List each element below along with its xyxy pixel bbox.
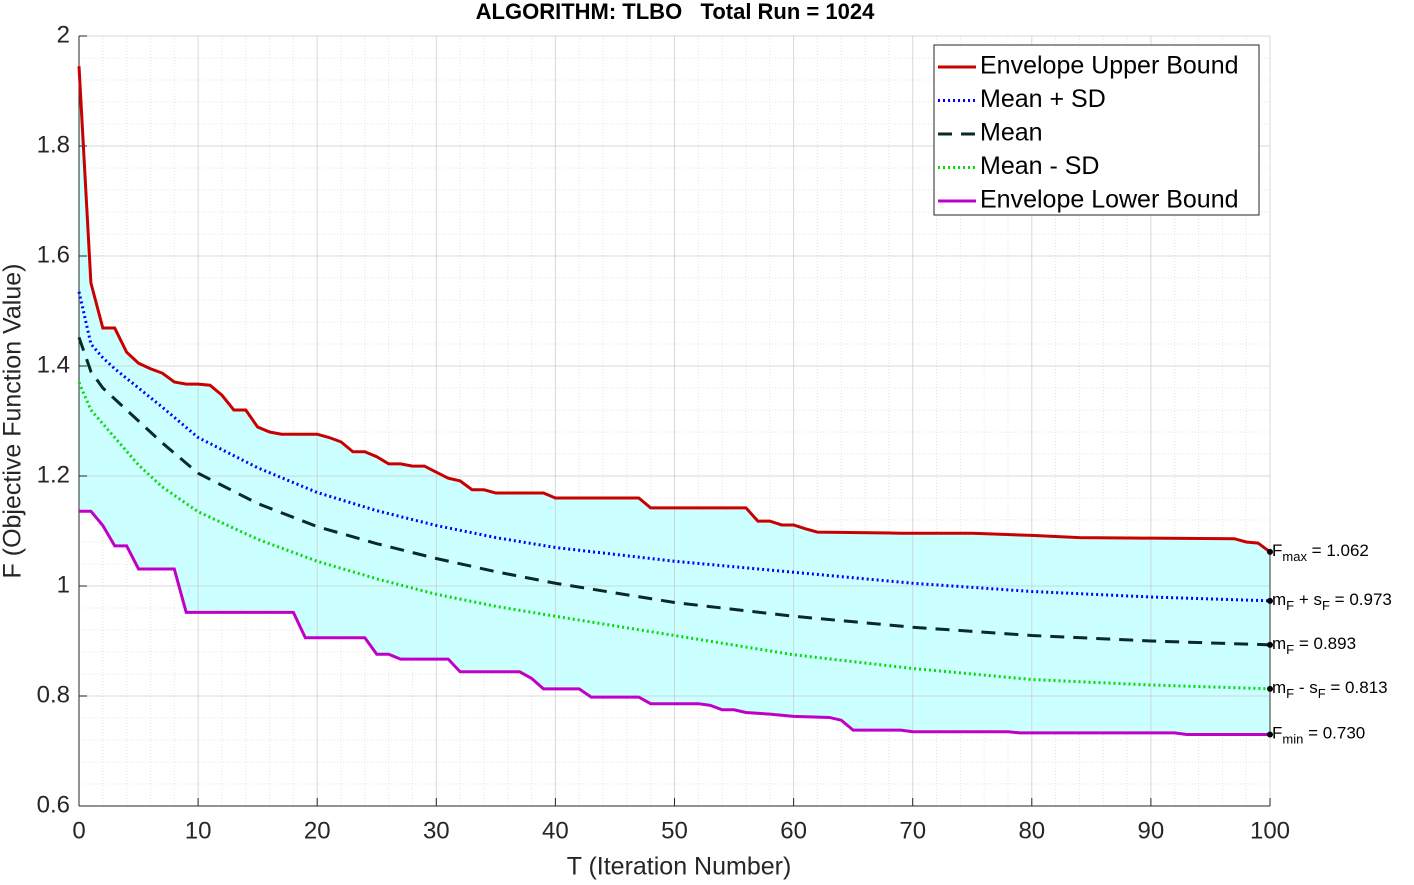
legend-label: Mean bbox=[980, 119, 1043, 147]
end-label-part: = 0.730 bbox=[1303, 724, 1365, 743]
x-axis-label: T (Iteration Number) bbox=[567, 853, 792, 881]
end-point bbox=[1267, 731, 1273, 738]
y-tick-label: 1.8 bbox=[37, 131, 70, 158]
end-label-part: F bbox=[1318, 686, 1326, 701]
x-tick-label: 100 bbox=[1250, 817, 1290, 844]
end-label: mF + sF = 0.973 bbox=[1272, 590, 1392, 613]
end-point bbox=[1267, 597, 1273, 604]
end-label-part: - s bbox=[1294, 678, 1318, 697]
end-label: mF = 0.893 bbox=[1272, 634, 1356, 657]
x-tick-label: 90 bbox=[1138, 817, 1165, 844]
end-label-part: F bbox=[1272, 541, 1282, 560]
legend-box bbox=[933, 44, 1260, 216]
end-label: Fmin = 0.730 bbox=[1272, 724, 1365, 747]
x-tick-label: 40 bbox=[542, 817, 569, 844]
y-tick-label: 2 bbox=[57, 21, 70, 48]
x-tick-label: 20 bbox=[304, 817, 331, 844]
end-label-part: m bbox=[1272, 634, 1286, 653]
legend-label: Envelope Upper Bound bbox=[980, 52, 1239, 80]
x-tick-label: 10 bbox=[185, 817, 212, 844]
y-tick-label: 1 bbox=[57, 571, 70, 598]
end-label-part: = 0.813 bbox=[1326, 678, 1388, 697]
end-label-part: = 0.893 bbox=[1294, 634, 1356, 653]
series-line bbox=[77, 336, 1271, 647]
end-label-part: = 0.973 bbox=[1330, 590, 1392, 609]
end-label-part: F bbox=[1286, 598, 1294, 613]
legend-label: Envelope Lower Bound bbox=[980, 186, 1239, 214]
end-label: mF - sF = 0.813 bbox=[1272, 678, 1388, 701]
end-label-part: min bbox=[1282, 732, 1303, 747]
y-tick-label: 1.6 bbox=[37, 241, 70, 268]
end-point bbox=[1267, 641, 1273, 648]
y-tick-label: 0.8 bbox=[37, 681, 70, 708]
chart-title: ALGORITHM: TLBO Total Run = 1024 bbox=[476, 0, 875, 24]
y-tick-label: 1.4 bbox=[37, 351, 70, 378]
x-tick-label: 30 bbox=[423, 817, 450, 844]
x-tick-label: 60 bbox=[780, 817, 807, 844]
legend-label: Mean - SD bbox=[980, 152, 1099, 180]
y-axis-label: F (Objective Function Value) bbox=[0, 264, 27, 579]
end-label-part: m bbox=[1272, 678, 1286, 697]
end-label-part: = 1.062 bbox=[1307, 541, 1369, 560]
end-label-part: m bbox=[1272, 590, 1286, 609]
series-line bbox=[77, 66, 1271, 554]
series-line bbox=[79, 509, 1270, 736]
y-tick-label: 1.2 bbox=[37, 461, 70, 488]
x-tick-label: 70 bbox=[899, 817, 926, 844]
x-tick-label: 50 bbox=[661, 817, 688, 844]
end-point bbox=[1267, 548, 1273, 555]
end-label-part: F bbox=[1286, 642, 1294, 657]
end-label: Fmax = 1.062 bbox=[1272, 541, 1369, 564]
end-label-part: + s bbox=[1294, 590, 1322, 609]
end-label-part: F bbox=[1286, 686, 1294, 701]
end-label-part: max bbox=[1282, 549, 1307, 564]
series-line bbox=[77, 381, 1271, 691]
series-line bbox=[77, 291, 1271, 603]
x-tick-label: 0 bbox=[72, 817, 85, 844]
x-tick-label: 80 bbox=[1018, 817, 1045, 844]
end-label-part: F bbox=[1322, 598, 1330, 613]
y-tick-label: 0.6 bbox=[37, 791, 70, 818]
legend-label: Mean + SD bbox=[980, 85, 1106, 113]
envelope-area bbox=[79, 66, 1270, 735]
end-point bbox=[1267, 685, 1273, 692]
end-label-part: F bbox=[1272, 724, 1282, 743]
